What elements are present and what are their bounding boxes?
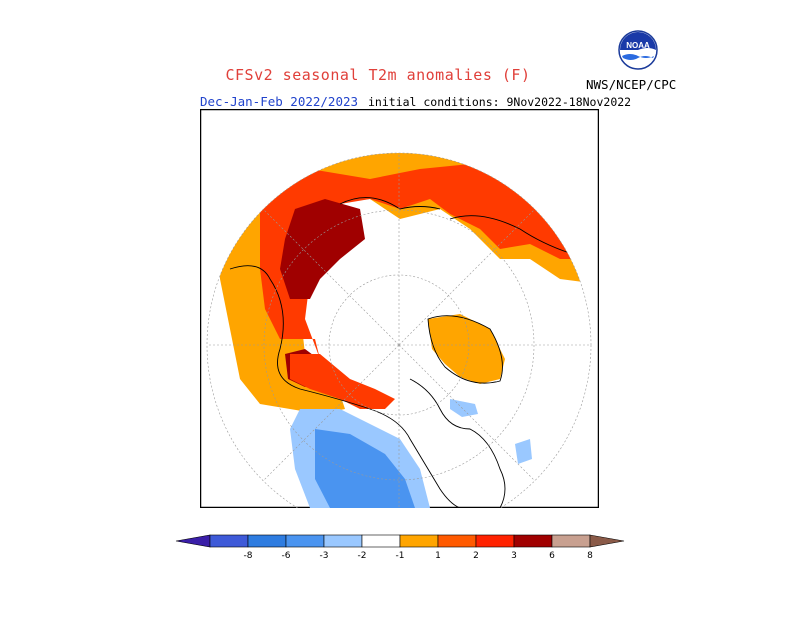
legend-label: 1 <box>435 551 441 561</box>
legend-bin-11 <box>589 534 625 548</box>
legend-bin-8 <box>475 534 515 548</box>
legend-bin-2 <box>247 534 287 548</box>
initial-conditions: initial conditions: 9Nov2022-18Nov2022 <box>368 95 632 109</box>
anomaly-warm-5 <box>290 354 395 409</box>
legend-bin-1 <box>209 534 249 548</box>
legend-label: -8 <box>244 551 253 561</box>
legend-label: -6 <box>282 551 291 561</box>
anomaly-cool-4 <box>515 439 532 464</box>
anomaly-warm-greenland <box>428 314 505 384</box>
agency-label: NWS/NCEP/CPC <box>586 77 677 92</box>
legend-bin-5 <box>361 534 401 548</box>
legend-bin-10 <box>551 534 591 548</box>
legend-label: 3 <box>511 551 517 561</box>
legend-bin-3 <box>285 534 325 548</box>
forecast-period: Dec-Jan-Feb 2022/2023 <box>200 94 359 109</box>
anomaly-warm-2 <box>260 153 591 359</box>
map-edge <box>206 152 592 508</box>
legend-label: -2 <box>358 551 367 561</box>
legend-bin-0 <box>175 534 211 548</box>
anomaly-cool-2 <box>315 429 415 508</box>
legend-label: 2 <box>473 551 479 561</box>
noaa-logo: NOAA <box>618 30 658 70</box>
color-legend: -8 -6 -3 -2 -1 1 2 3 6 8 <box>175 534 625 561</box>
legend-bin-4 <box>323 534 363 548</box>
polar-map <box>200 109 599 508</box>
graticule <box>207 153 591 508</box>
legend-label: -1 <box>396 551 405 561</box>
legend-bin-9 <box>513 534 553 548</box>
legend-bin-6 <box>399 534 439 548</box>
legend-label: 8 <box>587 551 593 561</box>
legend-label: 6 <box>549 551 555 561</box>
anomaly-cool-3 <box>450 399 478 417</box>
noaa-logo-text: NOAA <box>626 41 650 50</box>
anomaly-warm-3 <box>280 199 365 299</box>
chart-title: CFSv2 seasonal T2m anomalies (F) <box>225 66 531 84</box>
legend-label: -3 <box>320 551 329 561</box>
legend-bin-7 <box>437 534 477 548</box>
